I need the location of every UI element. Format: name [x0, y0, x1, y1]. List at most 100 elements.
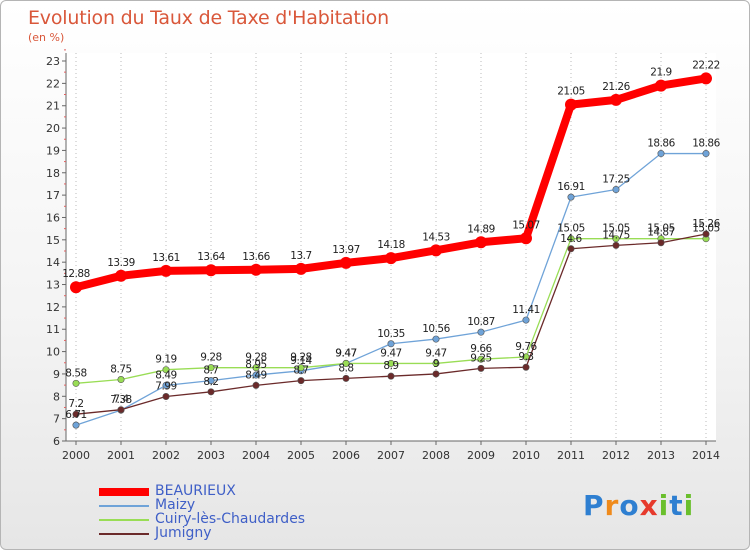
data-point [252, 371, 260, 379]
data-point [160, 264, 172, 277]
data-label: 9.19 [155, 354, 176, 366]
data-label: 9.66 [470, 343, 492, 355]
data-point [700, 72, 712, 85]
data-label: 7.2 [68, 398, 83, 410]
data-label: 13.7 [290, 250, 311, 262]
data-label: 14.75 [602, 229, 630, 241]
y-tick-label: 23 [46, 55, 60, 68]
data-label: 9.47 [380, 347, 401, 359]
y-tick-label: 18 [46, 167, 60, 180]
data-point [477, 355, 485, 363]
data-label: 13.61 [152, 252, 180, 264]
data-label: 13.39 [107, 257, 135, 269]
data-label: 9.14 [290, 355, 312, 367]
data-label: 18.86 [647, 138, 675, 150]
data-point [702, 230, 710, 238]
data-label: 6.71 [65, 409, 86, 421]
data-point [72, 421, 80, 429]
data-point [295, 262, 307, 275]
legend-label: Cuiry-lès-Chaudardes [155, 511, 306, 527]
data-point [610, 93, 622, 106]
data-point [612, 241, 620, 249]
data-label: 14.89 [467, 223, 495, 235]
x-tick-label: 2010 [512, 449, 540, 462]
data-point [432, 335, 440, 343]
data-point [70, 281, 82, 294]
data-label: 15.05 [647, 223, 675, 235]
data-point [567, 245, 575, 253]
y-tick-label: 19 [46, 144, 60, 157]
data-label: 21.05 [557, 86, 585, 98]
x-tick-label: 2003 [197, 449, 225, 462]
data-label: 13.97 [332, 244, 360, 256]
data-label: 8.2 [203, 376, 218, 388]
data-label: 9.28 [245, 352, 266, 364]
data-point [207, 388, 215, 396]
data-point [387, 340, 395, 348]
y-tick-label: 20 [46, 122, 60, 135]
data-point [162, 393, 170, 401]
data-point [432, 359, 440, 367]
data-point [117, 406, 125, 414]
x-tick-label: 2005 [287, 449, 315, 462]
data-point [252, 364, 260, 372]
data-point [702, 150, 710, 158]
data-label: 21.26 [602, 81, 630, 93]
data-label: 9.47 [335, 347, 356, 359]
data-label: 8.9 [383, 360, 398, 372]
data-label: 14.18 [377, 239, 405, 251]
data-label: 18.86 [692, 138, 720, 150]
data-label: 8.95 [245, 359, 266, 371]
data-point [162, 366, 170, 374]
chart-title: Evolution du Taux de Taxe d'Habitation [28, 7, 389, 29]
data-point [565, 98, 577, 111]
data-label: 7.99 [155, 381, 176, 393]
data-label: 7.38 [110, 394, 131, 406]
y-tick-label: 17 [46, 189, 60, 202]
data-point [612, 235, 620, 243]
data-point [342, 374, 350, 382]
data-point [250, 263, 262, 276]
data-point [252, 381, 260, 389]
x-tick-label: 2006 [332, 449, 360, 462]
data-point [520, 232, 532, 245]
data-point [430, 244, 442, 257]
data-point [567, 235, 575, 243]
data-point [522, 353, 530, 361]
data-label: 14.53 [422, 231, 450, 243]
x-tick-label: 2011 [557, 449, 585, 462]
x-tick-label: 2012 [602, 449, 630, 462]
data-point [162, 381, 170, 389]
data-label: 14.87 [647, 227, 675, 239]
data-label: 15.07 [512, 219, 540, 231]
logo-letter: t [669, 489, 684, 522]
logo-letter: o [619, 489, 640, 522]
y-tick-label: 10 [46, 346, 60, 359]
data-label: 8.49 [155, 369, 176, 381]
data-point [567, 193, 575, 201]
logo-letter: r [604, 489, 620, 522]
data-point [340, 256, 352, 269]
data-label: 10.35 [377, 328, 405, 340]
y-tick-label: 11 [46, 323, 60, 336]
data-label: 8.7 [203, 365, 218, 377]
data-point [72, 410, 80, 418]
chart-subtitle: (en %) [28, 31, 65, 44]
data-label: 11.41 [512, 304, 540, 316]
x-tick-label: 2009 [467, 449, 495, 462]
legend-label: BEAURIEUX [155, 483, 236, 499]
data-label: 8.8 [338, 362, 353, 374]
data-point [612, 186, 620, 194]
logo-letter: x [639, 489, 659, 522]
data-label: 9.76 [515, 341, 537, 353]
y-tick-label: 22 [46, 77, 60, 90]
logo-letter: P [583, 489, 605, 522]
data-point [385, 252, 397, 265]
legend-swatch [99, 488, 149, 496]
y-tick-label: 8 [53, 390, 60, 403]
data-label: 9.25 [470, 352, 491, 364]
x-tick-label: 2004 [242, 449, 270, 462]
data-point [72, 379, 80, 387]
data-point [297, 364, 305, 372]
proxiti-logo: Proxiti [583, 489, 694, 522]
